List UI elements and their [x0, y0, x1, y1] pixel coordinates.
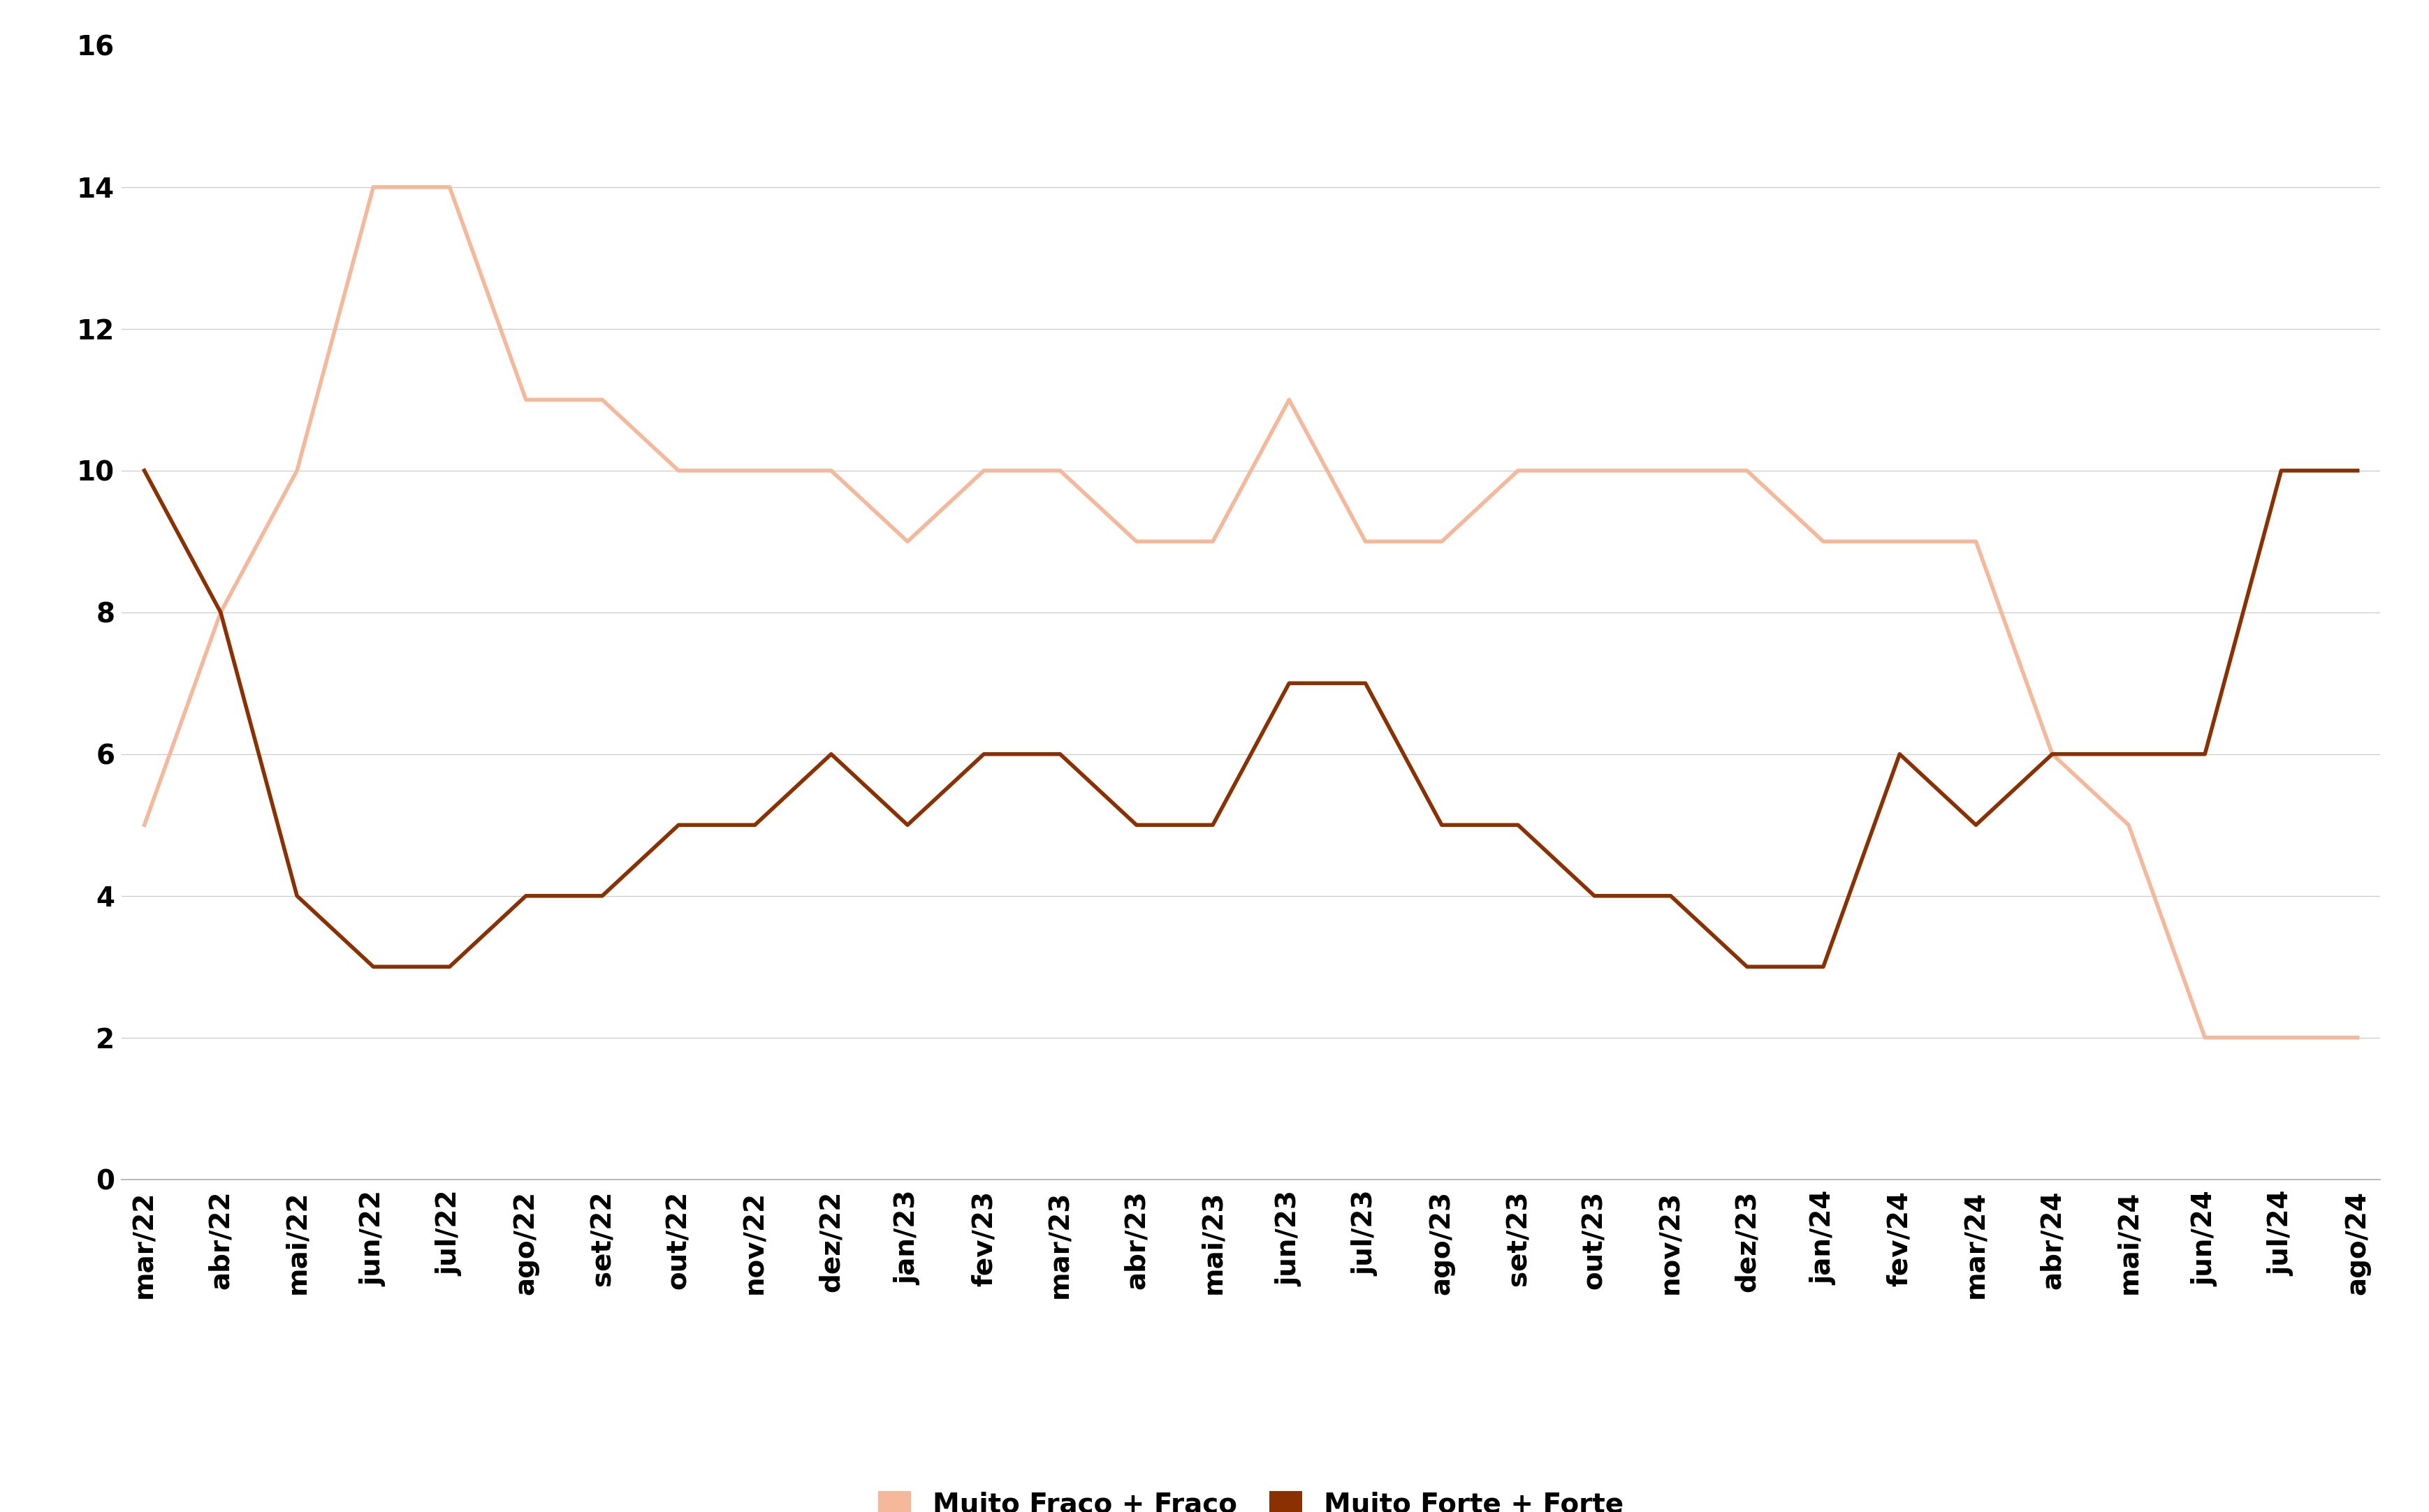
Muito Forte + Forte [2344, 461, 2373, 479]
Muito Forte + Forte [1428, 816, 1457, 835]
Muito Fraco + Fraco [1960, 532, 1989, 550]
Muito Fraco + Fraco [2266, 1028, 2295, 1046]
Muito Forte + Forte [1810, 957, 1839, 975]
Muito Fraco + Fraco [1657, 461, 1686, 479]
Muito Fraco + Fraco [2113, 816, 2142, 835]
Muito Fraco + Fraco [1122, 532, 1151, 550]
Muito Forte + Forte [282, 886, 311, 904]
Muito Forte + Forte [816, 745, 845, 764]
Muito Fraco + Fraco [282, 461, 311, 479]
Muito Forte + Forte [2191, 745, 2220, 764]
Muito Forte + Forte [1504, 816, 1533, 835]
Muito Fraco + Fraco [969, 461, 998, 479]
Muito Fraco + Fraco [359, 178, 389, 197]
Muito Forte + Forte [1732, 957, 1761, 975]
Muito Fraco + Fraco [588, 390, 617, 408]
Muito Forte + Forte [513, 886, 542, 904]
Muito Forte + Forte [741, 816, 770, 835]
Muito Fraco + Fraco [1732, 461, 1761, 479]
Muito Forte + Forte [588, 886, 617, 904]
Muito Fraco + Fraco [1504, 461, 1533, 479]
Muito Forte + Forte [1122, 816, 1151, 835]
Muito Forte + Forte [2113, 745, 2142, 764]
Muito Fraco + Fraco [1428, 532, 1457, 550]
Muito Fraco + Fraco [1810, 532, 1839, 550]
Muito Fraco + Fraco [894, 532, 923, 550]
Muito Forte + Forte [1579, 886, 1608, 904]
Muito Forte + Forte [206, 603, 236, 621]
Muito Forte + Forte [1197, 816, 1227, 835]
Muito Fraco + Fraco [1197, 532, 1227, 550]
Muito Fraco + Fraco [206, 603, 236, 621]
Muito Fraco + Fraco [663, 461, 692, 479]
Muito Forte + Forte [2266, 461, 2295, 479]
Line: Muito Forte + Forte: Muito Forte + Forte [143, 470, 2359, 966]
Muito Fraco + Fraco [741, 461, 770, 479]
Muito Forte + Forte [359, 957, 389, 975]
Muito Fraco + Fraco [435, 178, 464, 197]
Muito Forte + Forte [663, 816, 692, 835]
Muito Fraco + Fraco [816, 461, 845, 479]
Muito Fraco + Fraco [2344, 1028, 2373, 1046]
Legend: Muito Fraco + Fraco, Muito Forte + Forte: Muito Fraco + Fraco, Muito Forte + Forte [867, 1480, 1635, 1512]
Muito Forte + Forte [1885, 745, 1914, 764]
Muito Fraco + Fraco [2038, 745, 2067, 764]
Muito Forte + Forte [1275, 674, 1304, 692]
Muito Fraco + Fraco [1044, 461, 1074, 479]
Muito Fraco + Fraco [2191, 1028, 2220, 1046]
Muito Fraco + Fraco [1275, 390, 1304, 408]
Muito Forte + Forte [435, 957, 464, 975]
Muito Forte + Forte [894, 816, 923, 835]
Muito Fraco + Fraco [1351, 532, 1380, 550]
Muito Forte + Forte [1044, 745, 1074, 764]
Muito Forte + Forte [1351, 674, 1380, 692]
Muito Forte + Forte [2038, 745, 2067, 764]
Muito Forte + Forte [129, 461, 158, 479]
Muito Fraco + Fraco [129, 816, 158, 835]
Line: Muito Fraco + Fraco: Muito Fraco + Fraco [143, 187, 2359, 1037]
Muito Fraco + Fraco [1885, 532, 1914, 550]
Muito Forte + Forte [1657, 886, 1686, 904]
Muito Fraco + Fraco [1579, 461, 1608, 479]
Muito Fraco + Fraco [513, 390, 542, 408]
Muito Forte + Forte [1960, 816, 1989, 835]
Muito Forte + Forte [969, 745, 998, 764]
